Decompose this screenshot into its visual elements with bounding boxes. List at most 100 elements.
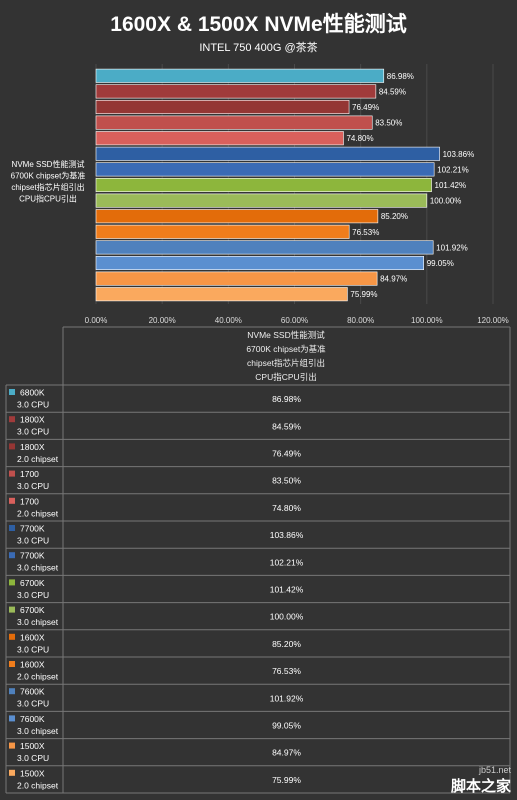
bar-data-label: 100.00% [430, 197, 462, 206]
data-table-header: NVMe SSD性能测试 6700K chipset为基准 chipset指芯片… [63, 327, 509, 385]
legend-entry-line2: 2.0 chipset [17, 454, 59, 464]
category-axis-label: CPU指CPU引出 [19, 194, 77, 204]
legend-entry-line1: 7600K [20, 687, 45, 697]
bar-data-label: 86.98% [387, 72, 414, 81]
legend-entry-line1: 1600X [20, 660, 45, 670]
table-cell-value: 101.92% [270, 693, 304, 703]
legend-swatch [9, 633, 15, 640]
legend-entry-line2: 2.0 chipset [17, 780, 59, 790]
bar [95, 99, 350, 115]
legend-entry-line2: 3.0 CPU [17, 427, 49, 437]
bar-data-label: 101.42% [435, 181, 467, 190]
legend-entry-line1: 1600X [20, 632, 45, 642]
legend-entry-line2: 3.0 CPU [17, 590, 49, 600]
table-cell-value: 99.05% [272, 721, 301, 731]
bar-data-label: 83.50% [375, 119, 402, 128]
legend-swatch [9, 661, 15, 667]
table-cell-value: 75.99% [272, 775, 301, 785]
legend-entry-line2: 3.0 CPU [17, 481, 49, 491]
legend-entry-line2: 2.0 chipset [17, 508, 59, 518]
bar [95, 255, 424, 271]
legend-entry-line2: 3.0 chipset [17, 726, 59, 736]
watermark: jb51.net 脚本之家 [451, 765, 511, 796]
table-header-line-1: NVMe SSD性能测试 [247, 330, 325, 340]
legend-entry-line2: 2.0 chipset [17, 672, 59, 682]
legend-entry-line1: 1800X [20, 442, 45, 452]
legend-entry-line2: 3.0 CPU [17, 699, 49, 709]
bar-data-label: 76.53% [352, 228, 379, 237]
legend-entry-line2: 3.0 CPU [17, 400, 49, 410]
legend-entry-line1: 1500X [20, 768, 45, 778]
legend-entry-line2: 3.0 CPU [17, 753, 49, 763]
watermark-brand: 脚本之家 [450, 778, 511, 795]
legend-entry-line1: 1700 [20, 469, 39, 479]
legend-swatch [9, 552, 15, 559]
bar [95, 162, 435, 177]
category-axis-label: chipset指芯片组引出 [11, 182, 84, 192]
bar-data-label: 102.21% [437, 165, 469, 174]
legend-entry-line1: 6700K [20, 605, 45, 615]
table-cell-value: 85.20% [272, 639, 301, 649]
legend-entry-line2: 3.0 chipset [17, 563, 59, 573]
legend-swatch [9, 497, 15, 504]
watermark-site: jb51.net [478, 765, 511, 775]
bar [95, 177, 432, 193]
table-cell-value: 84.59% [272, 421, 301, 431]
table-cell-value: 103.86% [270, 530, 304, 540]
x-tick-label: 120.00% [477, 316, 509, 325]
legend-entry-line1: 7700K [20, 551, 45, 561]
x-tick-label: 0.00% [85, 316, 108, 325]
x-tick-label: 20.00% [149, 316, 176, 325]
bar [95, 115, 373, 130]
legend-entry-line2: 3.0 CPU [17, 536, 49, 546]
legend-entry-line1: 1500X [20, 741, 45, 751]
bar-data-label: 75.99% [350, 290, 377, 299]
table-cell-value: 100.00% [270, 612, 304, 622]
legend-swatch [9, 525, 15, 531]
chart-title: 1600X & 1500X NVMe性能测试 [110, 13, 407, 36]
bar-data-label: 84.59% [379, 87, 406, 96]
bar-data-label: 84.97% [380, 275, 407, 284]
legend-entry-line2: 3.0 CPU [17, 644, 49, 654]
bar [95, 131, 344, 146]
bar-data-label: 76.49% [352, 103, 379, 112]
table-header-line-3: chipset指芯片组引出 [247, 358, 325, 368]
table-cell-value: 84.97% [272, 748, 301, 758]
bar [95, 224, 350, 239]
table-cell-value: 76.53% [272, 666, 301, 676]
x-tick-label: 40.00% [215, 316, 242, 325]
bar [95, 146, 440, 161]
legend-entry-line1: 1700 [20, 496, 39, 506]
table-cell-value: 86.98% [272, 394, 301, 404]
legend-entry-line1: 6800K [20, 388, 45, 398]
legend-swatch [9, 389, 15, 395]
bar-data-label: 101.92% [436, 243, 468, 252]
table-cell-value: 74.80% [272, 503, 301, 513]
x-tick-label: 80.00% [347, 316, 374, 325]
legend-entry-line1: 1800X [20, 415, 45, 425]
x-tick-label: 100.00% [411, 316, 443, 325]
table-cell-value: 102.21% [270, 557, 304, 567]
table-header-line-2: 6700K chipset为基准 [246, 344, 326, 354]
legend-swatch [9, 606, 15, 613]
legend-swatch [9, 742, 15, 749]
table-cell-value: 83.50% [272, 476, 301, 486]
bar [95, 68, 385, 83]
bar-data-label: 85.20% [381, 212, 408, 221]
bar [95, 240, 434, 255]
legend-swatch [9, 715, 15, 722]
legend-swatch [9, 416, 15, 423]
bar-data-label: 99.05% [427, 259, 454, 268]
bar-data-label: 74.80% [346, 134, 373, 143]
legend-swatch [9, 769, 15, 776]
legend-swatch [9, 688, 15, 695]
legend-entry-line1: 6700K [20, 578, 45, 588]
bar [95, 271, 378, 286]
bar [95, 193, 428, 208]
table-header-line-4: CPU指CPU引出 [255, 372, 317, 382]
table-cell-value: 101.42% [270, 585, 304, 595]
category-axis-label: 6700K chipset为基准 [11, 171, 86, 181]
legend-entry-line2: 3.0 chipset [17, 617, 59, 627]
